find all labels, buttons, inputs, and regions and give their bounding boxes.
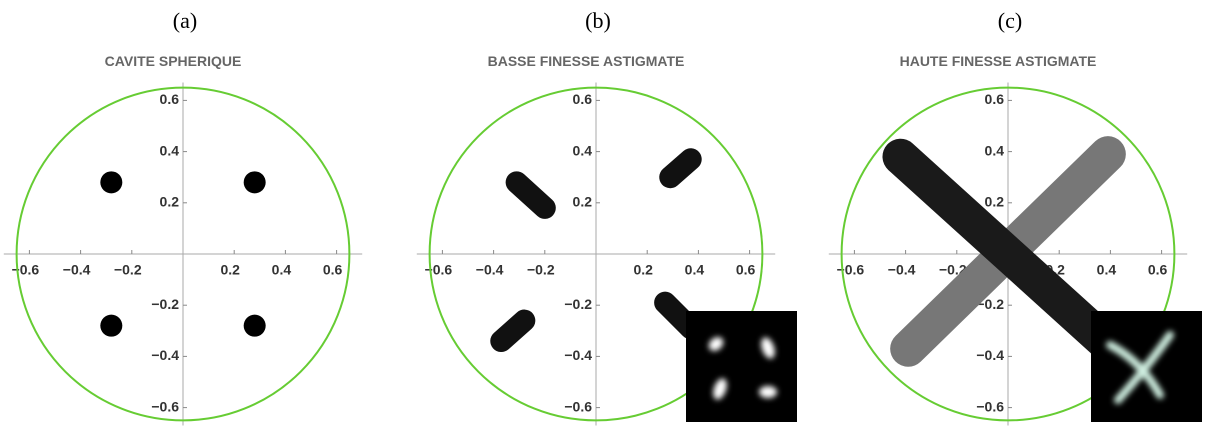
y-tick-label: 0.2 [573, 194, 593, 210]
spot [100, 314, 123, 337]
y-tick-label: 0.6 [573, 91, 593, 107]
aperture-circle [840, 86, 1176, 422]
x-tick-label: 0.6 [736, 262, 756, 278]
x-tick-label: −0.4 [476, 262, 504, 278]
y-tick-label: −0.2 [151, 296, 179, 312]
x-tick-label: 0.2 [220, 262, 240, 278]
y-tick-label: −0.6 [564, 398, 592, 414]
aperture-circle [428, 86, 764, 422]
aperture-circle [15, 86, 351, 422]
spot-streak [882, 138, 1134, 370]
y-tick-label: 0.4 [160, 142, 180, 158]
x-tick-label: −0.6 [425, 262, 453, 278]
y-tick-label: −0.4 [151, 347, 179, 363]
inset-c [1091, 311, 1202, 422]
panel-label: (c) [998, 8, 1022, 33]
y-tick-label: 0.4 [573, 142, 593, 158]
x-tick-label: 0.4 [685, 262, 705, 278]
spot [243, 314, 266, 337]
x-tick-label: 0.6 [323, 262, 343, 278]
x-tick-label: 0.2 [633, 262, 653, 278]
y-tick-label: −0.4 [976, 347, 1004, 363]
y-tick-label: 0.6 [985, 91, 1005, 107]
y-tick-label: 0.4 [985, 142, 1005, 158]
y-tick-label: −0.4 [564, 347, 592, 363]
spot-streak [659, 148, 702, 189]
x-tick-label: −0.4 [888, 262, 916, 278]
panel: (b) BASSE FINESSE ASTIGMATE −0.6 −0.4 −0.2 0.… [416, 8, 776, 426]
y-tick-label: 0.2 [985, 194, 1005, 210]
chart-title: HAUTE FINESSE ASTIGMATE [900, 53, 1097, 69]
x-tick-label: −0.6 [837, 262, 865, 278]
x-tick-label: −0.6 [12, 262, 40, 278]
x-tick-label: −0.4 [63, 262, 91, 278]
panel-label: (a) [173, 8, 197, 33]
y-tick-label: −0.2 [564, 296, 592, 312]
x-tick-label: 0.6 [1148, 262, 1168, 278]
x-tick-label: 0.4 [272, 262, 292, 278]
y-tick-label: −0.6 [976, 398, 1004, 414]
inset-b [686, 311, 797, 422]
x-tick-label: −0.2 [114, 262, 142, 278]
y-tick-label: −0.6 [151, 398, 179, 414]
spot [100, 171, 123, 194]
x-tick-label: −0.2 [527, 262, 555, 278]
x-tick-label: 0.4 [1097, 262, 1117, 278]
y-tick-label: 0.2 [160, 194, 180, 210]
spot-streak [490, 309, 536, 353]
spot [243, 171, 266, 194]
chart-title: CAVITE SPHERIQUE [105, 53, 242, 69]
chart-title: BASSE FINESSE ASTIGMATE [488, 53, 685, 69]
panel: (a) CAVITE SPHERIQUE −0.6 −0.4 −0.2 0.2 0.4 0.6… [3, 8, 363, 426]
panel-label: (b) [585, 8, 611, 33]
y-tick-label: 0.6 [160, 91, 180, 107]
panel: (c)HAUTE FINESSE ASTIGMATE−0.6 −0.4 −0.2 0.… [828, 8, 1188, 426]
spot-streak [505, 171, 556, 219]
